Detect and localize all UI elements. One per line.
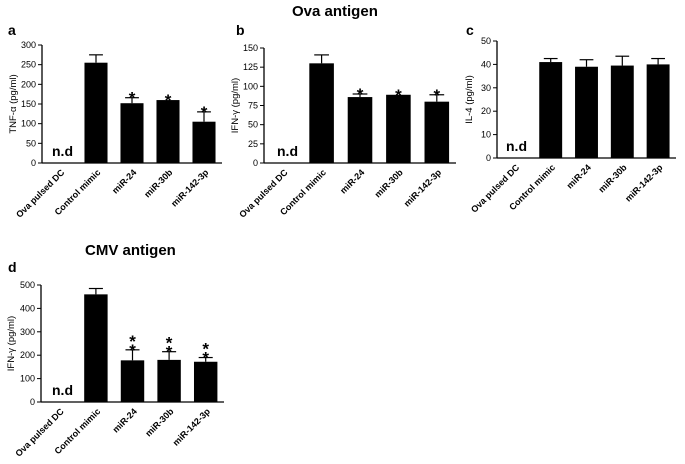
panel-a-ytick-label: 200 (21, 79, 36, 89)
panel-c-category-label: miR-30b (597, 162, 630, 195)
panel-c-bar (575, 66, 598, 158)
panel-b-ytick-label: 100 (243, 81, 258, 91)
panel-b-bar (347, 97, 373, 163)
panel-a-significance-star: * (129, 89, 136, 108)
panel-d-bar (157, 359, 181, 402)
panel-a-significance-star: * (165, 91, 172, 110)
panel-a-y-axis-label: TNF-α (pg/ml) (8, 74, 19, 133)
panel-b-category-label: miR-30b (373, 167, 406, 200)
panel-d-significance-star: * (202, 349, 209, 368)
panel-a-category-label: miR-30b (142, 167, 175, 200)
panel-b-y-axis-label: IFN-γ (pg/ml) (230, 78, 241, 133)
panel-d-category-label: miR-142-3p (171, 406, 213, 448)
panel-c-letter: c (466, 22, 474, 38)
panel-b-ytick-label: 25 (248, 139, 258, 149)
ova-antigen-title: Ova antigen (292, 3, 378, 20)
panel-a-ytick-label: 50 (26, 138, 36, 148)
panel-b-ytick-label: 50 (248, 120, 258, 130)
panel-c-category-label: miR-142-3p (623, 162, 665, 204)
panel-a-category-label: miR-24 (110, 167, 138, 195)
panel-c-bar (610, 65, 634, 158)
panel-d-category-label: miR-24 (111, 406, 139, 434)
panel-b-letter: b (236, 22, 245, 38)
panel-c-bar (646, 64, 670, 158)
panel-c-ytick-label: 30 (481, 83, 491, 93)
panel-d-ytick-label: 100 (20, 374, 35, 384)
panel-b-bar (386, 94, 411, 163)
panel-c-ytick-label: 40 (481, 59, 491, 69)
panel-a-ytick-label: 250 (21, 60, 36, 70)
panel-a-letter: a (8, 22, 16, 38)
panel-a-significance-star: * (201, 103, 208, 122)
panel-b-significance-star: * (357, 85, 364, 104)
panel-d-nd-label: n.d (52, 382, 73, 398)
panel-d-significance-star: * (129, 332, 136, 351)
panel-a-bar (156, 100, 180, 163)
panel-d-category-label: miR-30b (143, 406, 176, 439)
panel-a-ytick-label: 100 (21, 119, 36, 129)
panel-c-nd-label: n.d (506, 138, 527, 154)
panel-c-ytick-label: 20 (481, 106, 491, 116)
panel-b-significance-star: * (395, 86, 402, 105)
panel-d-bar (120, 360, 145, 402)
panel-d-bar (193, 361, 218, 402)
panel-a-ytick-label: 300 (21, 40, 36, 50)
panel-b-category-label: miR-142-3p (402, 167, 444, 209)
panel-d-significance-star: * (166, 334, 173, 353)
panel-b-nd-label: n.d (277, 143, 298, 159)
panel-d-ytick-label: 500 (20, 280, 35, 290)
panel-c-ytick-label: 10 (481, 130, 491, 140)
panel-d-ytick-label: 200 (20, 350, 35, 360)
panel-d-significance-star: * (129, 341, 136, 360)
panel-d-significance-star: * (166, 343, 173, 362)
panel-d-y-axis-label: IFN-γ (pg/ml) (6, 316, 17, 371)
panel-c-category-label: miR-24 (565, 162, 593, 190)
panel-b-significance-star: * (433, 86, 440, 105)
panel-a-bar (120, 103, 144, 163)
panel-a-nd-label: n.d (52, 143, 73, 159)
panel-a-ytick-label: 0 (31, 158, 36, 168)
panel-a-bar (192, 121, 216, 163)
panel-b-ytick-label: 150 (243, 43, 258, 53)
panel-d-significance-star: * (202, 340, 209, 359)
panel-a-bar (84, 62, 108, 164)
panel-c-ytick-label: 50 (481, 36, 491, 46)
panel-d-ytick-label: 300 (20, 327, 35, 337)
panel-a-category-label: miR-142-3p (169, 167, 211, 209)
panel-b-ytick-label: 75 (248, 101, 258, 111)
panel-d-bar (84, 294, 108, 402)
panel-d-ytick-label: 400 (20, 303, 35, 313)
panel-b-ytick-label: 0 (253, 158, 258, 168)
panel-d-ytick-label: 0 (30, 397, 35, 407)
panel-b-bar (309, 63, 334, 164)
cmv-antigen-title: CMV antigen (85, 242, 176, 259)
panel-c-bar (539, 62, 563, 159)
panel-c-y-axis-label: IL-4 (pg/ml) (464, 75, 475, 124)
panel-b-ytick-label: 125 (243, 62, 258, 72)
panel-b-category-label: miR-24 (338, 167, 366, 195)
panel-b-bar (424, 101, 450, 163)
panel-a-ytick-label: 150 (21, 99, 36, 109)
panel-d-letter: d (8, 259, 17, 275)
panel-c-ytick-label: 0 (486, 153, 491, 163)
